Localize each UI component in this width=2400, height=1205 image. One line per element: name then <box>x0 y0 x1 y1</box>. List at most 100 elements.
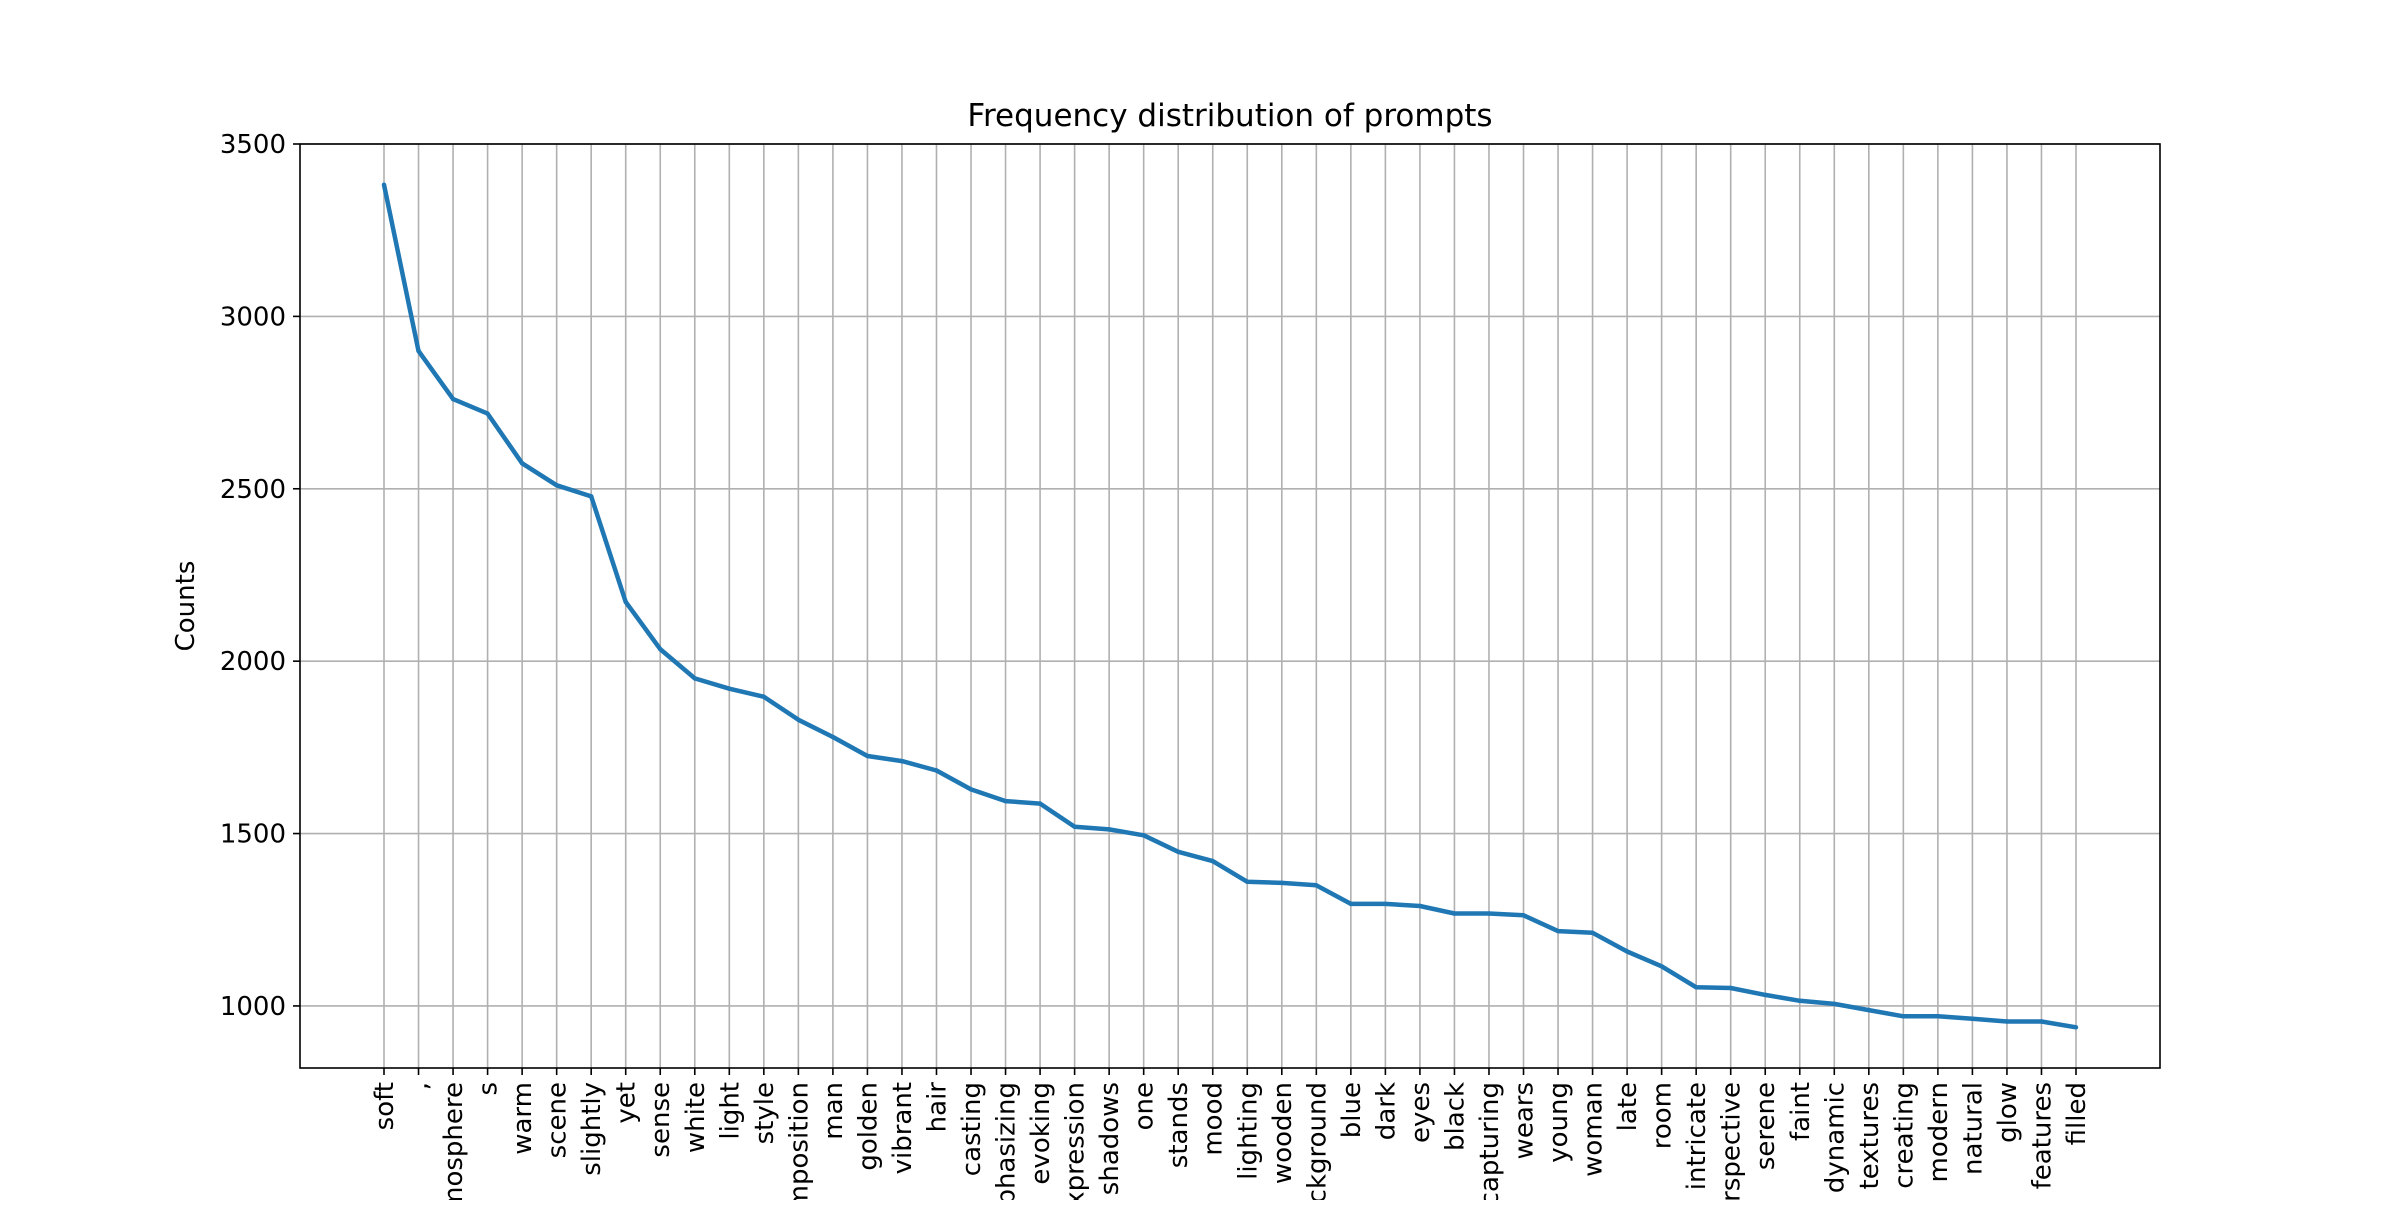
data-point <box>1935 1014 1941 1019</box>
data-point <box>865 753 870 759</box>
data-point <box>1314 883 1319 888</box>
data-point <box>2039 1019 2044 1024</box>
data-point <box>1176 849 1181 855</box>
data-point <box>727 686 732 691</box>
series-line <box>381 184 2077 1030</box>
data-point <box>1003 798 1008 804</box>
y-tick-label: 3500 <box>220 130 286 160</box>
data-point <box>1037 801 1043 806</box>
x-tick-label: sense <box>646 1082 676 1158</box>
x-tick-label: eyes <box>1406 1082 1436 1143</box>
x-tick-label: style <box>750 1082 780 1144</box>
x-tick-label: expression <box>1061 1082 1091 1200</box>
x-tick-label: wears <box>1510 1082 1540 1159</box>
x-tick-label: man <box>819 1082 849 1140</box>
data-point <box>934 768 939 773</box>
data-point <box>761 694 767 699</box>
data-point <box>485 411 490 416</box>
data-point <box>1417 903 1423 909</box>
x-tick-label: perspective <box>1717 1082 1747 1200</box>
data-point <box>1659 964 1664 969</box>
y-tick-label: 2500 <box>220 475 286 505</box>
x-tick-label: young <box>1544 1082 1574 1163</box>
data-point <box>968 787 974 792</box>
x-tick-label: blue <box>1337 1082 1367 1138</box>
x-tick-label: wooden <box>1268 1082 1298 1184</box>
data-point <box>1866 1007 1872 1013</box>
x-tick-label: evoking <box>1026 1082 1056 1185</box>
x-tick-label: creating <box>1889 1082 1919 1189</box>
x-tick-label: modern <box>1924 1082 1954 1182</box>
data-point <box>796 717 801 722</box>
x-tick-label: room <box>1648 1082 1678 1149</box>
x-tick-label: glow <box>1993 1082 2023 1143</box>
x-tick-label: soft <box>370 1082 400 1130</box>
x-tick-label: warm <box>508 1082 538 1155</box>
x-tick-label: textures <box>1855 1082 1885 1189</box>
x-tick-label: late <box>1613 1082 1643 1131</box>
x-tick-label: dark <box>1371 1082 1401 1140</box>
data-point <box>1901 1014 1906 1019</box>
data-point <box>1210 858 1215 864</box>
data-point <box>1555 928 1561 934</box>
x-tick-label: intricate <box>1682 1082 1712 1190</box>
x-tick-label: mood <box>1199 1082 1229 1156</box>
x-tick-label: background <box>1302 1082 1332 1200</box>
x-tick-label: white <box>681 1082 711 1153</box>
x-tick-label: faint <box>1786 1082 1816 1141</box>
data-point <box>1970 1016 1975 1021</box>
x-tick-label: scene <box>543 1082 573 1158</box>
data-point <box>1452 911 1457 916</box>
x-tick-label: shadows <box>1095 1082 1125 1195</box>
data-point <box>1279 880 1284 886</box>
data-point <box>554 483 559 488</box>
x-tick-label: lighting <box>1233 1082 1263 1180</box>
data-point <box>1728 985 1733 991</box>
data-point <box>1693 985 1699 990</box>
plot-frame <box>299 143 2161 1069</box>
data-point <box>2073 1025 2079 1030</box>
y-tick-label: 1500 <box>220 820 286 850</box>
data-point <box>1106 827 1112 832</box>
x-tick-label: natural <box>1958 1082 1988 1175</box>
data-point <box>1832 1001 1837 1007</box>
y-axis: 1000 1500 2000 2500 3000 3500 <box>220 130 300 1022</box>
x-tick-label: composition <box>784 1082 814 1200</box>
x-tick-label: black <box>1440 1082 1470 1151</box>
data-point <box>450 396 456 402</box>
data-point <box>1624 949 1630 954</box>
data-point <box>1486 911 1492 916</box>
x-tick-label: one <box>1130 1082 1160 1130</box>
chart-title: Frequency distribution of prompts <box>967 98 1492 134</box>
x-tick-label: filled <box>2062 1082 2092 1145</box>
x-tick-label: dynamic <box>1820 1082 1850 1193</box>
x-tick-label: yet <box>612 1082 642 1124</box>
y-tick-label: 2000 <box>220 647 286 677</box>
data-point <box>381 182 387 187</box>
x-tick-label: hair <box>922 1082 952 1133</box>
y-tick-label: 1000 <box>220 992 286 1022</box>
data-point <box>830 734 836 740</box>
x-tick-label: , <box>405 1082 435 1090</box>
data-point <box>1348 901 1354 907</box>
grid <box>300 143 2160 1068</box>
x-tick-label: light <box>715 1082 745 1140</box>
data-point <box>1797 998 1802 1003</box>
x-tick-label: golden <box>853 1082 883 1171</box>
x-axis: soft, atmosphere s warm scene slightly yet sens… <box>370 1068 2092 1205</box>
x-tick-label: emphasizing <box>992 1082 1022 1200</box>
x-tick-label: woman <box>1579 1082 1609 1177</box>
x-tick-label: serene <box>1751 1082 1781 1170</box>
x-tick-label: casting <box>957 1082 987 1176</box>
data-point <box>623 599 628 605</box>
data-point <box>1521 913 1526 918</box>
x-tick-label: features <box>2027 1082 2057 1189</box>
data-point <box>2004 1019 2010 1024</box>
data-point <box>1072 824 1077 829</box>
data-point <box>899 758 905 764</box>
data-point <box>416 348 421 354</box>
x-tick-label: stands <box>1164 1082 1194 1168</box>
